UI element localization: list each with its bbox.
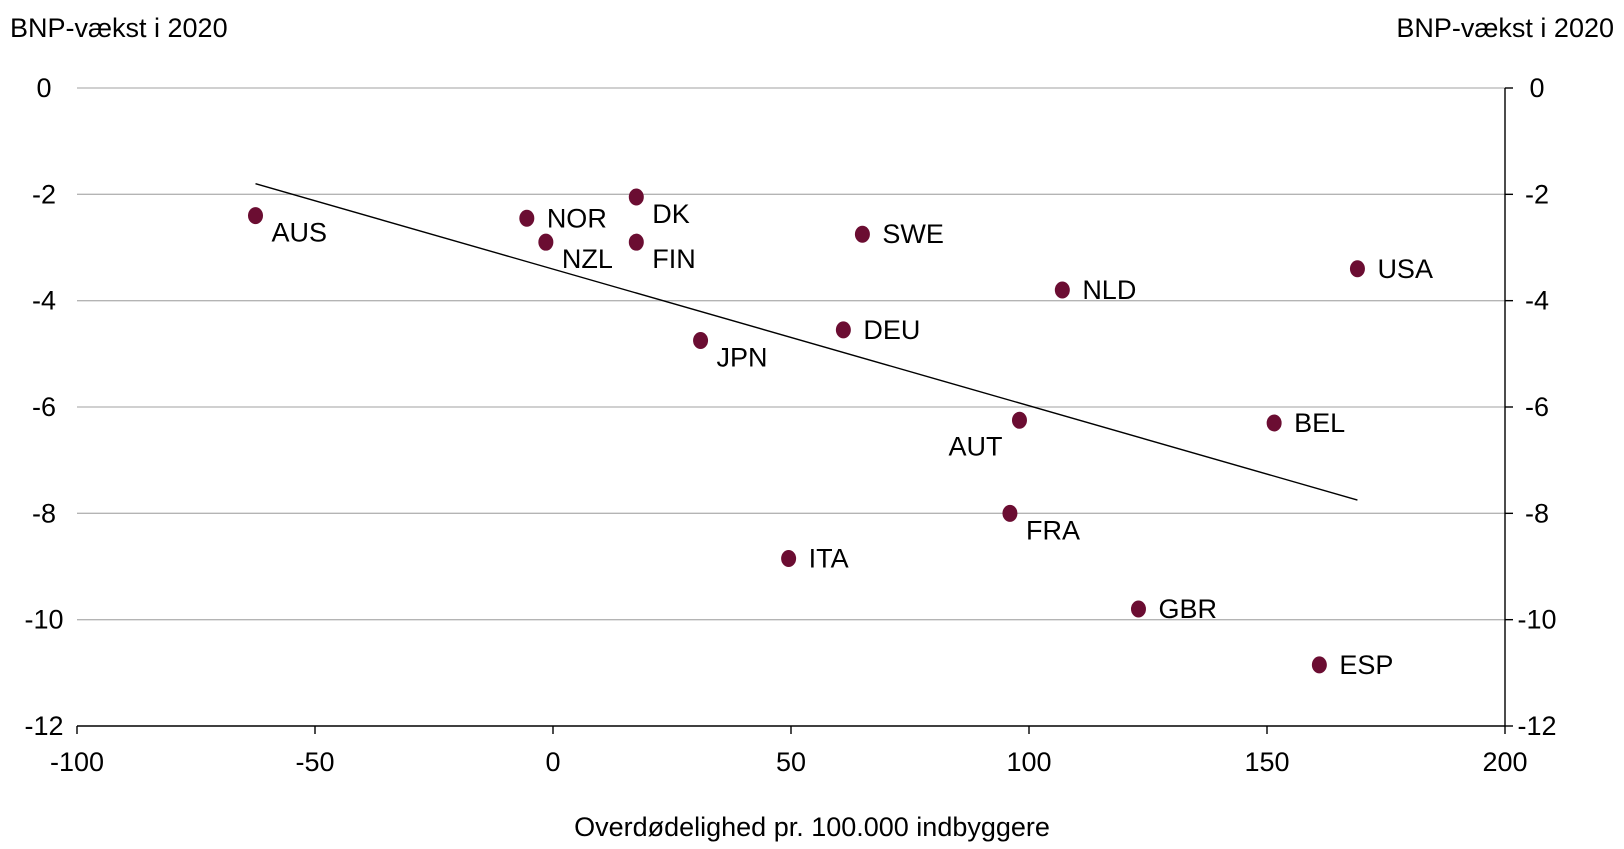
y-tick-label-right: 0 <box>1529 73 1544 103</box>
data-point-esp <box>1311 656 1327 674</box>
data-point-fra <box>1002 504 1018 522</box>
y-axis-title-right: BNP-vækst i 2020 <box>1396 13 1614 43</box>
data-point-nld <box>1054 281 1070 299</box>
point-label-aus: AUS <box>272 218 328 248</box>
data-point-gbr <box>1130 600 1146 618</box>
y-tick-label-left: -2 <box>32 179 56 209</box>
point-label-nld: NLD <box>1082 275 1136 305</box>
point-labels: AUS NOR NZL DK FIN SWE JPN DEU NLD USA AUT BEL FRA IT… <box>272 199 1433 680</box>
x-tick-label: 0 <box>545 747 560 777</box>
y-tick-label-left: -4 <box>32 286 56 316</box>
y-tick-label-left: -6 <box>32 392 56 422</box>
point-label-dk: DK <box>652 199 690 229</box>
x-tick-label: 50 <box>776 747 806 777</box>
y-axis-title-left: BNP-vækst i 2020 <box>10 13 228 43</box>
data-point-deu <box>835 321 851 339</box>
axes: 0 0 -2 -2 -4 -4 -6 -6 -8 -8 -10 -10 -12 -12 -100 -50 0 50… <box>24 73 1556 777</box>
point-label-deu: DEU <box>863 315 920 345</box>
point-label-ita: ITA <box>809 544 849 574</box>
data-point-jpn <box>693 332 709 350</box>
y-tick-label-left: -12 <box>24 711 63 741</box>
data-point-ita <box>781 550 797 568</box>
point-label-esp: ESP <box>1339 650 1393 680</box>
y-tick-label-right: -6 <box>1525 392 1549 422</box>
gridlines <box>77 87 1505 621</box>
data-point-fin <box>628 233 644 251</box>
y-tick-label-right: -12 <box>1517 711 1556 741</box>
point-label-jpn: JPN <box>717 343 768 373</box>
data-points <box>248 188 1365 674</box>
trendline <box>255 183 1358 501</box>
data-point-aus <box>248 207 263 225</box>
y-tick-label-left: -8 <box>32 498 56 528</box>
data-point-nzl <box>538 233 554 251</box>
x-tick-label: 150 <box>1244 747 1289 777</box>
data-point-swe <box>854 225 870 243</box>
point-label-nzl: NZL <box>562 244 613 274</box>
data-point-nor <box>519 209 535 227</box>
x-tick-label: -50 <box>295 747 334 777</box>
data-point-bel <box>1266 414 1282 432</box>
point-label-usa: USA <box>1377 254 1433 284</box>
point-label-aut: AUT <box>948 431 1002 461</box>
y-tick-label-left: -10 <box>24 605 63 635</box>
x-tick-label: -100 <box>50 747 104 777</box>
y-tick-label-right: -8 <box>1525 498 1549 528</box>
point-label-nor: NOR <box>547 203 607 233</box>
x-tick-label: 100 <box>1006 747 1051 777</box>
x-tick-label: 200 <box>1482 747 1527 777</box>
data-point-usa <box>1349 260 1365 278</box>
point-label-gbr: GBR <box>1158 594 1217 624</box>
point-label-bel: BEL <box>1294 408 1345 438</box>
y-tick-label-left: 0 <box>36 73 51 103</box>
trendline-group <box>255 183 1358 501</box>
point-label-fra: FRA <box>1026 515 1080 545</box>
y-tick-label-right: -4 <box>1525 286 1549 316</box>
x-axis-title: Overdødelighed pr. 100.000 indbyggere <box>574 812 1050 842</box>
point-label-fin: FIN <box>652 244 696 274</box>
data-point-aut <box>1011 411 1027 429</box>
y-tick-label-right: -2 <box>1525 179 1549 209</box>
point-label-swe: SWE <box>882 219 944 249</box>
y-tick-label-right: -10 <box>1517 605 1556 635</box>
data-point-dk <box>628 188 644 206</box>
